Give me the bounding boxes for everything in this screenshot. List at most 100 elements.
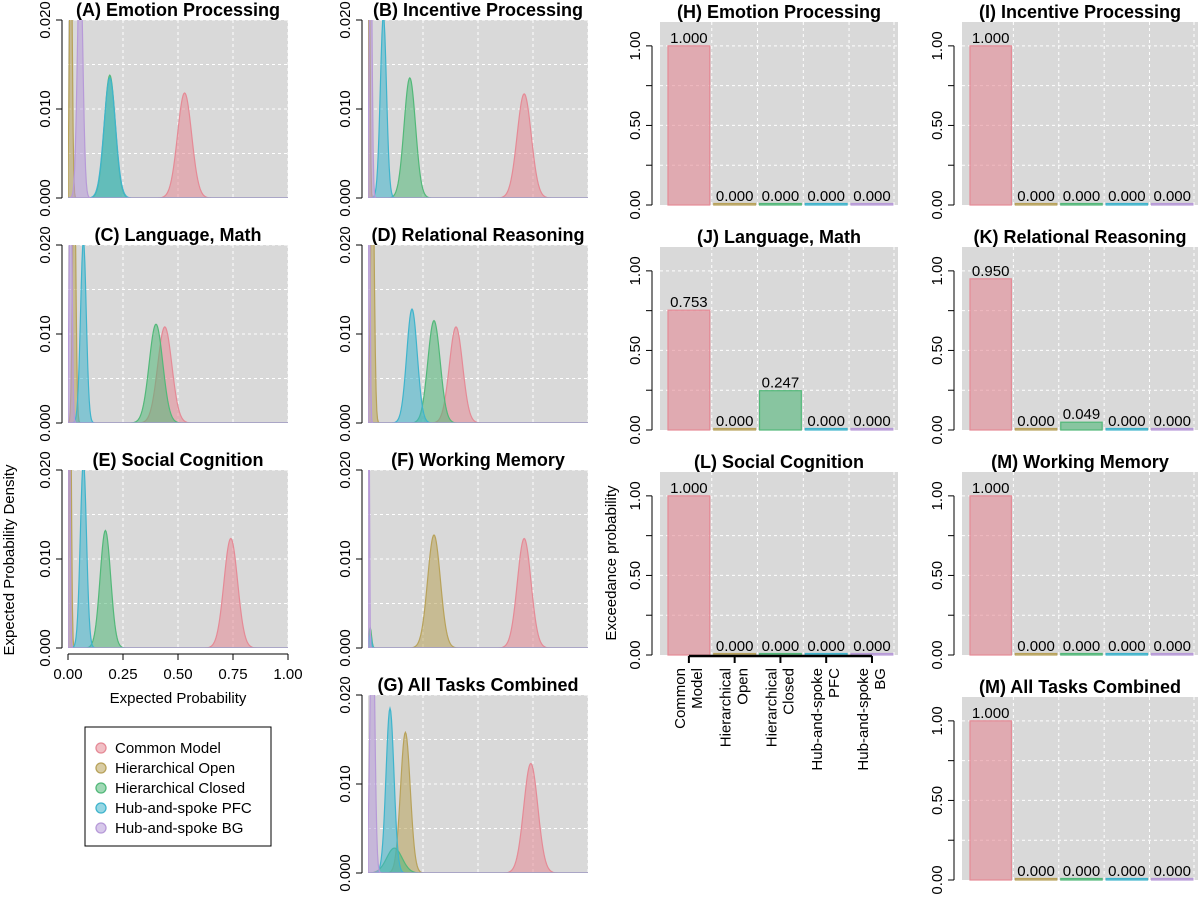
bar-value-label: 0.000 [1063, 638, 1101, 655]
y-tick-label: 0.020 [37, 451, 54, 489]
legend-swatch [95, 742, 107, 754]
y-tick-label: 1.00 [627, 256, 644, 285]
density-panel-f: 0.000 0.010 0.020 (F) Working Memory [337, 450, 589, 667]
legend-label: Hierarchical Open [115, 760, 235, 777]
bar-value-label: 0.000 [1108, 638, 1146, 655]
bar-hub-and-spoke-pfc [804, 427, 848, 431]
bar-value-label: 0.000 [1017, 863, 1055, 880]
y-tick-label: 0.020 [37, 1, 54, 39]
bar-panel-l: 1.000 0.000 0.000 0.000 0.000 0.00 0.50 1.00 (L)… [603, 452, 898, 771]
density-curve-hierarchical-open [368, 730, 588, 873]
bar-hub-and-spoke-pfc [804, 202, 848, 206]
bar-value-label: 0.000 [853, 413, 891, 430]
legend-swatch [95, 822, 107, 834]
y-tick-label: 0.50 [627, 561, 644, 590]
x-tick-label: 0.75 [218, 666, 247, 683]
density-panel-g: 0.000 0.010 0.020 (G) All Tasks Combined [337, 675, 589, 892]
density-panel-b: 0.000 0.010 0.020 (B) Incentive Processing [337, 0, 589, 217]
y-tick-label: 0.000 [337, 179, 354, 217]
x-category-label: Hub-and-spoke [855, 668, 872, 771]
panel-title: (A) Emotion Processing [76, 0, 280, 20]
bar-panel-i: 1.000 0.000 0.000 0.000 0.000 0.00 0.50 1.00 (I)… [929, 2, 1198, 220]
bar-hierarchical-closed [758, 390, 802, 431]
density-curve-common-model [68, 537, 288, 648]
x-axis-title: Expected Probability [110, 690, 247, 707]
density-panel-e: 0.000 0.010 0.020 (E) Social Cognition 0.00 0… [1, 450, 303, 707]
y-tick-label: 0.020 [337, 451, 354, 489]
bar-hub-and-spoke-bg [1150, 427, 1194, 431]
panel-title: (L) Social Cognition [694, 452, 864, 472]
bar-hub-and-spoke-pfc [1105, 652, 1149, 656]
density-panel-d: 0.000 0.010 0.020 (D) Relational Reasoning [337, 225, 589, 442]
y-tick-label: 0.000 [37, 404, 54, 442]
series-group [368, 695, 588, 873]
y-tick-label: 0.50 [929, 561, 946, 590]
y-tick-label: 0.000 [337, 854, 354, 892]
panel-title: (H) Emotion Processing [677, 2, 881, 22]
y-tick-label: 0.010 [37, 540, 54, 578]
y-tick-label: 0.020 [37, 226, 54, 264]
y-tick-label: 0.50 [627, 336, 644, 365]
bar-hub-and-spoke-pfc [1105, 877, 1149, 881]
x-category-label: Hierarchical [763, 668, 780, 747]
bar-common-model [667, 309, 711, 431]
y-tick-label: 0.000 [37, 629, 54, 667]
y-tick-label: 0.020 [337, 676, 354, 714]
bar-value-label: 0.000 [1108, 188, 1146, 205]
x-category-label: Hub-and-spoke [809, 668, 826, 771]
bar-hierarchical-open [1014, 652, 1058, 656]
bar-panel-h: 1.000 0.000 0.000 0.000 0.000 0.00 0.50 1.00 (H)… [627, 2, 898, 220]
x-category-label: Common [672, 668, 689, 729]
bar-value-label: 0.000 [1153, 863, 1191, 880]
x-category-label: PFC [826, 668, 843, 698]
bar-value-label: 0.000 [807, 638, 845, 655]
bar-value-label: 0.000 [1108, 863, 1146, 880]
bar-value-label: 0.000 [1108, 413, 1146, 430]
series-group [368, 245, 588, 423]
bar-panel-j: 0.753 0.000 0.247 0.000 0.000 0.00 0.50 1.00 (J)… [627, 227, 898, 445]
bar-value-label: 0.000 [1153, 188, 1191, 205]
bar-value-label: 0.000 [762, 188, 800, 205]
y-tick-label: 0.000 [337, 404, 354, 442]
bar-value-label: 1.000 [972, 705, 1010, 722]
density-curve-common-model [68, 92, 288, 198]
bar-hierarchical-open [713, 202, 757, 206]
y-tick-label: 1.00 [929, 31, 946, 60]
bar-hub-and-spoke-bg [1150, 877, 1194, 881]
y-tick-label: 1.00 [929, 256, 946, 285]
bar-hierarchical-closed [1060, 877, 1103, 881]
bar-value-label: 0.000 [1017, 638, 1055, 655]
y-tick-label: 0.010 [337, 90, 354, 128]
bar-hierarchical-open [1014, 427, 1058, 431]
density-curve-hub-and-spoke-pfc [368, 308, 588, 423]
y-tick-label: 0.00 [929, 640, 946, 669]
bar-common-model [667, 45, 711, 206]
bar-common-model [969, 45, 1012, 206]
x-category-label: Open [735, 668, 752, 705]
legend: Common Model Hierarchical Open Hierarchica… [84, 726, 272, 847]
bar-hierarchical-closed [1060, 652, 1103, 656]
panel-title: (I) Incentive Processing [979, 2, 1181, 22]
density-curve-hierarchical-closed [68, 529, 288, 648]
bar-value-label: 1.000 [670, 480, 708, 497]
bar-common-model [969, 720, 1012, 881]
x-tick-label: 0.25 [108, 666, 137, 683]
bar-value-label: 0.000 [1153, 638, 1191, 655]
y-tick-label: 0.50 [929, 111, 946, 140]
bar-value-label: 0.247 [762, 375, 800, 392]
x-category-label: Model [689, 668, 706, 709]
y-tick-label: 0.50 [627, 111, 644, 140]
series-group [368, 20, 588, 198]
legend-box [84, 726, 272, 847]
bar-hierarchical-open [1014, 877, 1058, 881]
panel-title: (G) All Tasks Combined [377, 675, 578, 695]
bar-panel-m2: 1.000 0.000 0.000 0.000 0.000 0.00 0.50 1.00 (M)… [929, 677, 1198, 895]
legend-label: Hub-and-spoke PFC [115, 800, 252, 817]
bar-hub-and-spoke-bg [1150, 202, 1194, 206]
bar-hub-and-spoke-bg [1150, 652, 1194, 656]
y-tick-label: 0.000 [37, 179, 54, 217]
legend-swatch [95, 782, 107, 794]
bar-common-model [667, 495, 711, 656]
y-tick-label: 0.00 [627, 415, 644, 444]
density-curve-hub-and-spoke-pfc [68, 76, 288, 198]
